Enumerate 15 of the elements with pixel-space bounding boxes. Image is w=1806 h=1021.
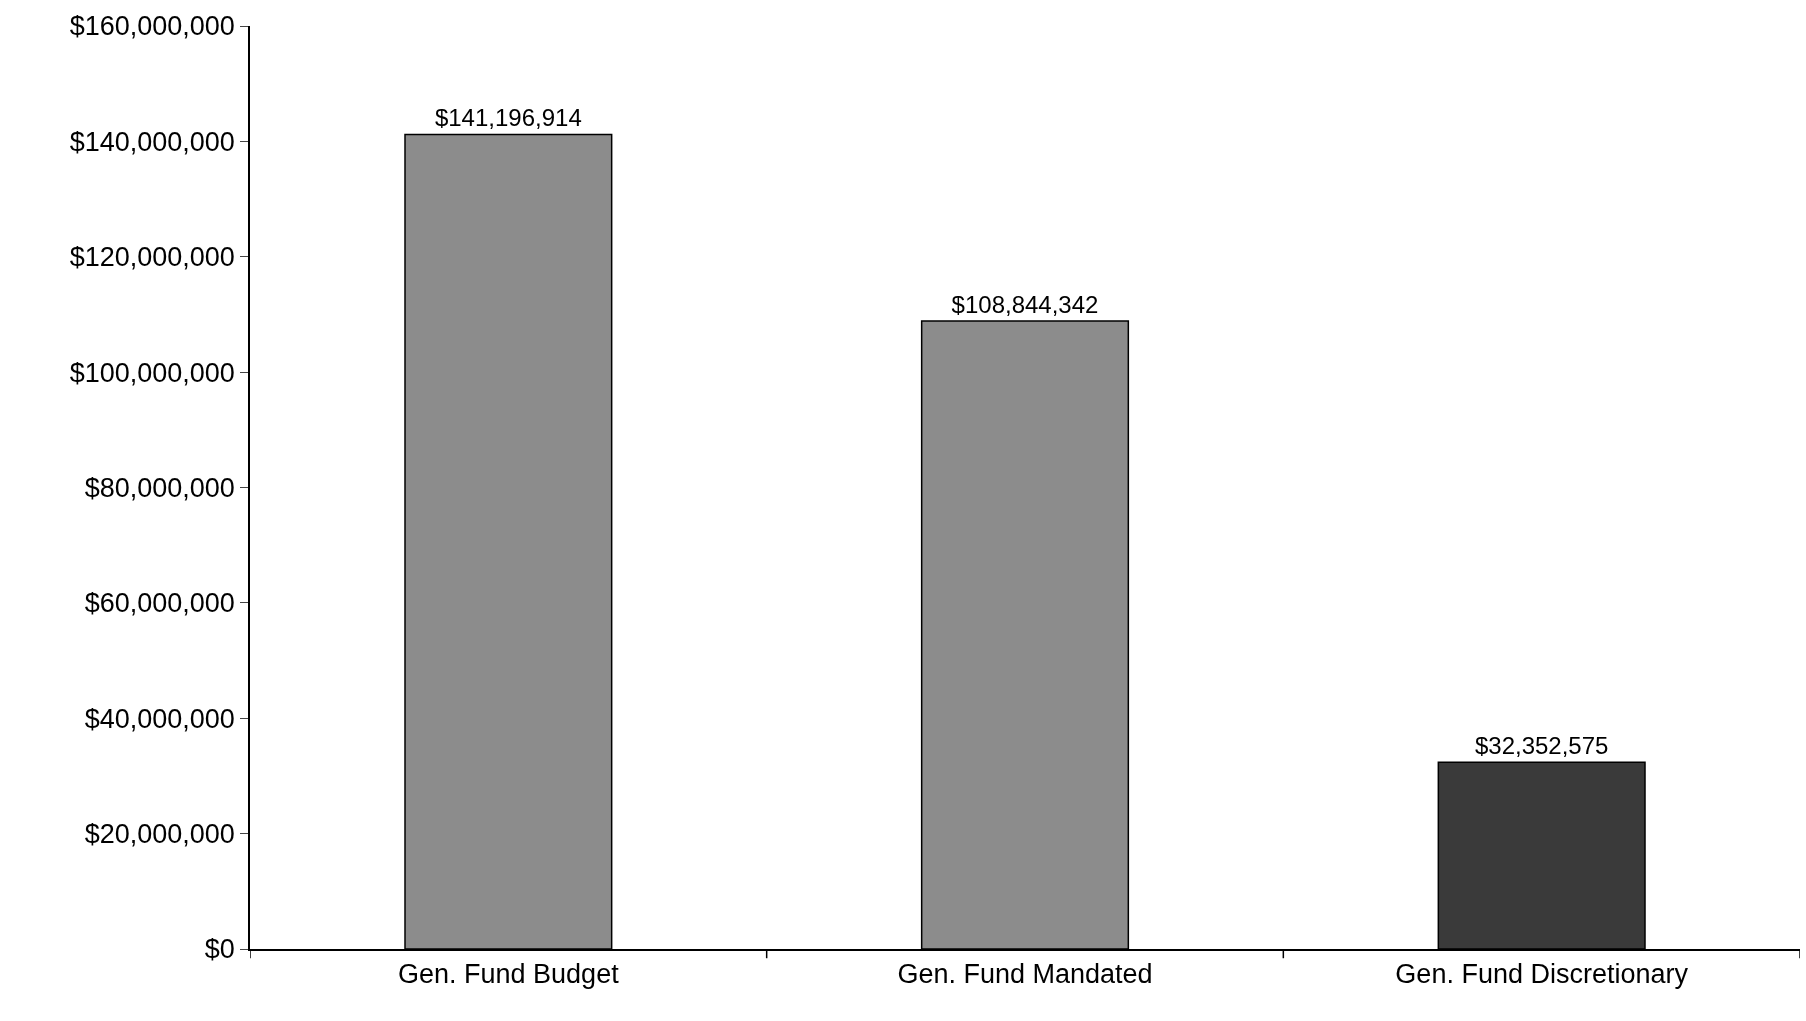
y-tick-label: $120,000,000 — [69, 242, 235, 273]
y-tick-label: $140,000,000 — [69, 126, 235, 157]
y-tick-label: $160,000,000 — [69, 11, 235, 42]
data-label: $32,352,575 — [1474, 732, 1609, 760]
data-label: $141,196,914 — [434, 104, 582, 132]
x-tick-label: Gen. Fund Budget — [398, 959, 620, 990]
y-tick-label: $60,000,000 — [84, 588, 235, 619]
y-tick-label: $0 — [204, 934, 235, 965]
x-tick-label: Gen. Fund Mandated — [897, 959, 1153, 990]
y-tick-label: $20,000,000 — [84, 819, 235, 850]
y-tick-label: $40,000,000 — [84, 703, 235, 734]
y-tick-label: $80,000,000 — [84, 472, 235, 503]
data-label: $108,844,342 — [951, 291, 1099, 319]
y-tick-label: $100,000,000 — [69, 357, 235, 388]
x-tick-label: Gen. Fund Discretionary — [1395, 959, 1689, 990]
